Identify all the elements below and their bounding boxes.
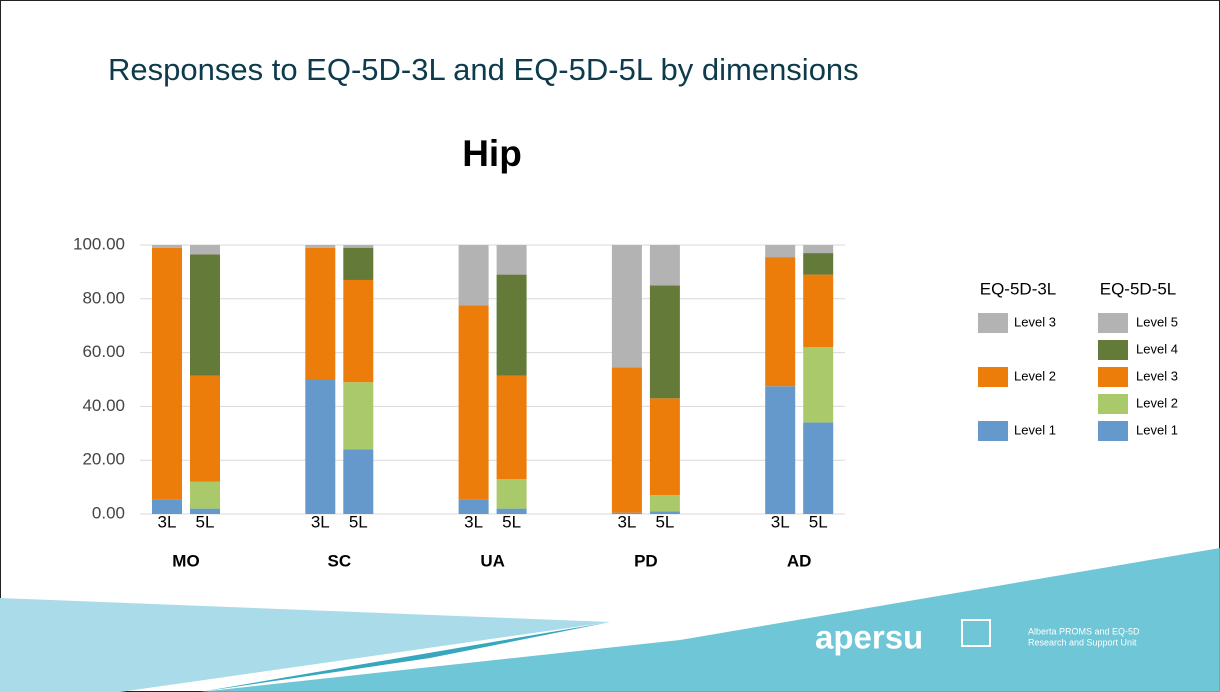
legend-label: Level 2 bbox=[1014, 368, 1056, 383]
bar-segment bbox=[458, 499, 489, 514]
bar-segment bbox=[343, 382, 374, 450]
legend-label: Level 2 bbox=[1136, 395, 1178, 410]
x-sub-label: 5L bbox=[655, 512, 674, 531]
legend-swatch bbox=[1098, 340, 1128, 360]
legend-swatch bbox=[1098, 394, 1128, 414]
x-sub-label: 5L bbox=[196, 512, 215, 531]
x-sub-label: 3L bbox=[158, 512, 177, 531]
legend-label: Level 1 bbox=[1014, 422, 1056, 437]
bar-segment bbox=[305, 247, 336, 380]
x-sub-label: 3L bbox=[771, 512, 790, 531]
bar-segment bbox=[803, 422, 834, 514]
slide-title: Responses to EQ-5D-3L and EQ-5D-5L by di… bbox=[108, 52, 859, 87]
x-group-label: SC bbox=[327, 551, 351, 570]
bar-segment bbox=[190, 481, 220, 509]
x-group-label: AD bbox=[787, 551, 812, 570]
bar-segment bbox=[496, 479, 527, 509]
logo-icon bbox=[961, 619, 991, 647]
bar-segment bbox=[649, 285, 680, 399]
x-sub-label: 3L bbox=[617, 512, 636, 531]
bar-segment bbox=[611, 367, 642, 513]
x-sub-label: 3L bbox=[311, 512, 330, 531]
bar-segment bbox=[765, 245, 796, 258]
legend-swatch bbox=[1098, 313, 1128, 333]
decor-overlap bbox=[200, 622, 610, 692]
bar-segment bbox=[152, 247, 182, 500]
chart-title: Hip bbox=[462, 133, 522, 174]
legend-label: Level 3 bbox=[1014, 314, 1056, 329]
bar-segment bbox=[343, 279, 374, 383]
legend-label: Level 4 bbox=[1136, 341, 1178, 356]
x-group-label: UA bbox=[480, 551, 505, 570]
bar-segment bbox=[343, 245, 374, 248]
bar-segment bbox=[190, 375, 220, 482]
y-tick-label: 80.00 bbox=[82, 288, 125, 307]
bar-segment bbox=[649, 245, 680, 286]
legend-swatch bbox=[1098, 421, 1128, 441]
bar-segment bbox=[803, 253, 834, 275]
bar-segment bbox=[305, 245, 336, 248]
bar-segment bbox=[649, 398, 680, 496]
logo: apersu bbox=[815, 619, 923, 656]
decor-right bbox=[200, 548, 1220, 692]
unit-text: Research and Support Unit bbox=[1028, 637, 1137, 647]
bar-segment bbox=[649, 511, 680, 514]
legend-title: EQ-5D-5L bbox=[1100, 279, 1177, 298]
bar-segment bbox=[765, 386, 796, 514]
x-sub-label: 5L bbox=[349, 512, 368, 531]
legend-swatch bbox=[978, 421, 1008, 441]
y-tick-label: 40.00 bbox=[82, 396, 125, 415]
chart: 0.00 20.00 40.00 60.00 80.00 100.00 3L 5L MO 3L 5L… bbox=[73, 234, 1178, 570]
x-sub-label: 5L bbox=[502, 512, 521, 531]
bar-segment bbox=[803, 274, 834, 348]
bar-segment bbox=[649, 495, 680, 512]
bar-segment bbox=[611, 512, 642, 514]
bar-segment bbox=[496, 508, 527, 514]
legend-label: Level 3 bbox=[1136, 368, 1178, 383]
bar-segment bbox=[152, 245, 182, 248]
bar-segment bbox=[458, 245, 489, 306]
bar-segment bbox=[152, 499, 182, 514]
bar-segment bbox=[190, 254, 220, 376]
legend-title: EQ-5D-3L bbox=[980, 279, 1057, 298]
unit-text: Alberta PROMS and EQ-5D bbox=[1028, 626, 1140, 636]
legend-swatch bbox=[978, 313, 1008, 333]
x-group-label: PD bbox=[634, 551, 658, 570]
legend-swatch bbox=[978, 367, 1008, 387]
bar-segment bbox=[803, 347, 834, 423]
legend-swatch bbox=[1098, 367, 1128, 387]
legend-label: Level 1 bbox=[1136, 422, 1178, 437]
y-tick-label: 20.00 bbox=[82, 450, 125, 469]
y-tick-label: 100.00 bbox=[73, 234, 125, 253]
bar-segment bbox=[343, 247, 374, 280]
decor-left bbox=[0, 598, 610, 692]
bar-segment bbox=[190, 508, 220, 514]
bar-segment bbox=[496, 375, 527, 480]
bar-segment bbox=[611, 245, 642, 368]
bar-segment bbox=[190, 245, 220, 255]
x-sub-label: 3L bbox=[464, 512, 483, 531]
bar-segment bbox=[496, 274, 527, 376]
bar-segment bbox=[305, 379, 336, 514]
bar-segment bbox=[343, 449, 374, 514]
bar-segment bbox=[496, 245, 527, 275]
x-group-label: MO bbox=[172, 551, 199, 570]
legend-label: Level 5 bbox=[1136, 314, 1178, 329]
bar-segment bbox=[765, 257, 796, 387]
x-sub-label: 5L bbox=[809, 512, 828, 531]
bar-segment bbox=[458, 305, 489, 500]
y-tick-label: 0.00 bbox=[92, 503, 125, 522]
y-tick-label: 60.00 bbox=[82, 342, 125, 361]
bar-segment bbox=[803, 245, 834, 254]
